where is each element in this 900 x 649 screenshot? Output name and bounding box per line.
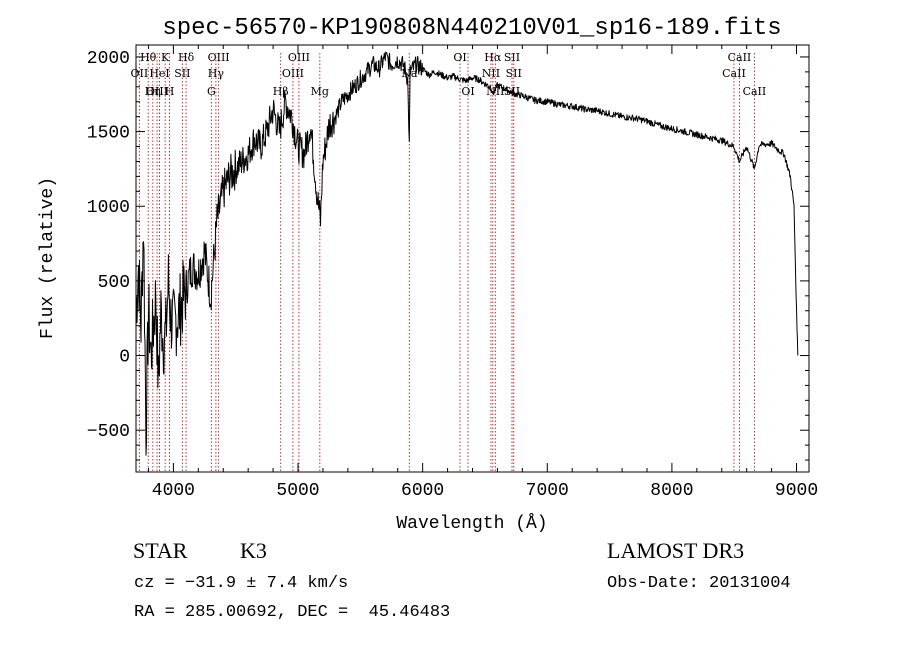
x-tick-label: 7000 bbox=[526, 481, 569, 501]
line-marker-label: HeI bbox=[149, 67, 169, 80]
spectrum-chart: spec-56570-KP190808N440210V01_sp16-189.f… bbox=[38, 15, 818, 534]
y-axis-label: Flux (relative) bbox=[38, 177, 58, 339]
line-marker-label: Hβ bbox=[273, 85, 289, 98]
line-marker-label: OII bbox=[131, 67, 149, 80]
line-marker-label: CaII bbox=[743, 85, 767, 98]
chart-title: spec-56570-KP190808N440210V01_sp16-189.f… bbox=[162, 15, 781, 42]
x-axis-label: Wavelength (Å) bbox=[396, 513, 547, 534]
line-marker-label: NII bbox=[482, 67, 500, 80]
line-marker-label: Hη bbox=[145, 85, 161, 98]
axis-ticks: 4000 5000 6000 7000 8000 9000 −500 0 500 1000 1500… bbox=[87, 45, 818, 501]
y-tick-label: −500 bbox=[87, 422, 130, 442]
line-marker-label: Hδ bbox=[178, 51, 195, 64]
line-marker-label: OIII bbox=[208, 51, 230, 64]
line-marker-label: CaII bbox=[728, 51, 752, 64]
line-marker-label: Mg bbox=[311, 85, 329, 98]
x-tick-label: 9000 bbox=[775, 481, 818, 501]
line-marker-label: OIII bbox=[288, 51, 310, 64]
line-marker-label: OI bbox=[461, 85, 474, 98]
line-marker-label: SII bbox=[174, 67, 190, 80]
line-marker-label: SII bbox=[506, 67, 522, 80]
redshift-velocity: cz = −31.9 ± 7.4 km/s bbox=[134, 574, 349, 593]
line-marker-label: OIII bbox=[146, 85, 168, 98]
y-tick-label: 2000 bbox=[87, 49, 130, 69]
x-tick-label: 5000 bbox=[276, 481, 319, 501]
spectrum-line bbox=[136, 51, 799, 456]
line-marker-label: OI bbox=[453, 51, 466, 64]
coordinates: RA = 285.00692, DEC = 45.46483 bbox=[134, 603, 451, 622]
x-tick-label: 6000 bbox=[401, 481, 444, 501]
x-tick-label: 4000 bbox=[152, 481, 195, 501]
object-class: STAR bbox=[133, 538, 188, 563]
y-tick-label: 0 bbox=[119, 348, 130, 368]
y-tick-label: 1000 bbox=[87, 198, 130, 218]
line-marker-label: K bbox=[161, 51, 170, 64]
line-marker-label: H bbox=[165, 85, 175, 98]
observation-date: Obs-Date: 20131004 bbox=[607, 574, 791, 593]
plot-frame bbox=[135, 44, 810, 473]
line-marker-label: OIII bbox=[282, 67, 304, 80]
y-tick-label: 1500 bbox=[87, 124, 130, 144]
x-tick-label: 8000 bbox=[650, 481, 693, 501]
line-marker-label: G bbox=[207, 85, 216, 98]
object-subclass: K3 bbox=[240, 538, 267, 563]
line-marker-label: Hγ bbox=[208, 67, 225, 80]
line-marker-label: CaII bbox=[722, 67, 746, 80]
y-tick-label: 500 bbox=[98, 273, 130, 293]
survey-name: LAMOST DR3 bbox=[607, 538, 745, 563]
line-marker-label: Hθ bbox=[140, 51, 157, 64]
line-marker-label: Hα bbox=[484, 51, 502, 64]
spectrum-series bbox=[136, 51, 799, 456]
